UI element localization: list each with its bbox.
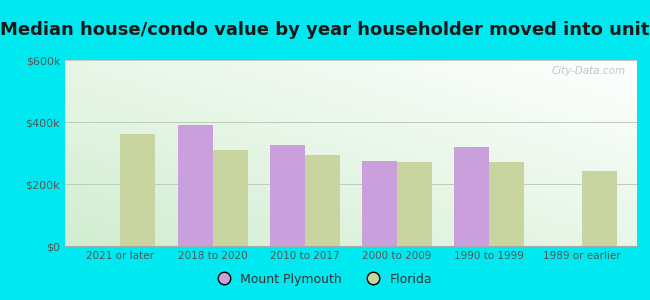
Bar [305,154,340,246]
Legend: Mount Plymouth, Florida: Mount Plymouth, Florida [213,268,437,291]
Bar [213,150,248,246]
Bar [582,171,617,246]
Bar [362,161,397,246]
Text: Median house/condo value by year householder moved into unit: Median house/condo value by year househo… [0,21,650,39]
Bar [177,125,213,246]
Bar [454,147,489,246]
Bar [397,162,432,246]
Bar [489,162,525,246]
Bar [270,145,305,246]
Bar [120,134,155,246]
Text: City-Data.com: City-Data.com [551,66,625,76]
